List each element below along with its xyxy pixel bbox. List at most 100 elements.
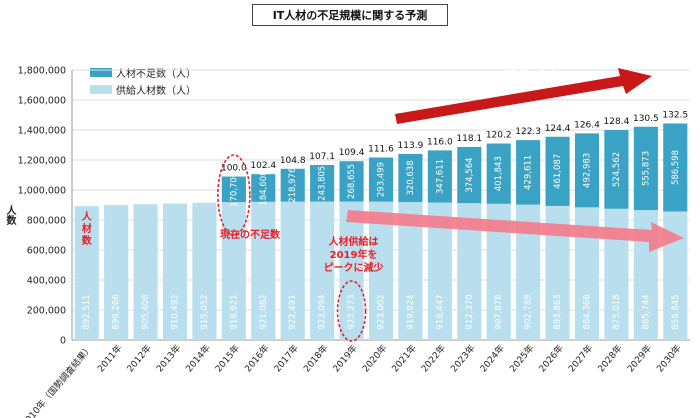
legend: 人材不足数（人） 供給人材数（人） <box>90 64 196 98</box>
annotation-supply-peak-line3: ピークに減少 <box>324 261 384 274</box>
supply-value-label: 899,266 <box>112 294 122 329</box>
bar-shortage <box>310 164 335 202</box>
index-label: 128.4 <box>604 117 630 127</box>
shortage-value-label: 243,805 <box>318 166 328 201</box>
x-tick-label: 2030年 <box>654 342 684 374</box>
index-label: 124.4 <box>545 124 571 134</box>
supply-value-label: 918,921 <box>229 294 239 329</box>
supply-value-label: 922,491 <box>288 294 298 329</box>
shortage-value-label: 293,499 <box>377 162 387 197</box>
index-label: 107.1 <box>309 152 335 162</box>
x-tick-label: 2014年 <box>183 342 213 374</box>
bar-supply <box>310 201 335 340</box>
x-tick-label: 2018年 <box>301 342 331 374</box>
y-tick-label: 1,400,000 <box>18 126 66 137</box>
supply-value-label: 856,845 <box>671 294 681 329</box>
annotation-supply-peak-line1: 人材供給は <box>329 235 379 248</box>
x-tick-label: 2019年 <box>330 342 360 374</box>
x-tick-label: 2020年 <box>360 342 390 374</box>
x-tick-label: 2011年 <box>95 342 125 374</box>
index-label: 100.0 <box>221 164 247 174</box>
legend-item-supply: 供給人材数（人） <box>90 81 196 98</box>
shortage-value-label: 401,843 <box>494 156 504 191</box>
shortage-value-label: 492,983 <box>583 153 593 188</box>
shortage-value-label: 268,655 <box>347 164 357 199</box>
x-tick-label: 2029年 <box>624 342 654 374</box>
market-growth-arrow <box>395 68 652 124</box>
bar-shortage <box>398 153 423 203</box>
x-tick-label: 2015年 <box>212 342 242 374</box>
annotation-current-shortage: 現在の不足数 <box>220 228 281 241</box>
shortage-value-label: 374,564 <box>465 157 475 192</box>
x-tick-label: 2025年 <box>507 342 537 374</box>
bar-shortage <box>339 161 364 202</box>
index-label: 120.2 <box>486 131 512 141</box>
supply-value-label: 912,370 <box>465 294 475 329</box>
bar-shortage <box>427 150 452 203</box>
bar-shortage <box>663 123 688 212</box>
bar-shortage <box>574 133 600 208</box>
supply-value-label: 923,002 <box>377 294 387 329</box>
highlight-ellipse-2019 <box>336 280 367 342</box>
index-label: 130.5 <box>633 114 659 124</box>
supply-value-label: 902,789 <box>524 294 534 329</box>
supply-value-label: 919,924 <box>406 294 416 329</box>
bar-shortage <box>545 136 570 206</box>
supply-value-label: 923,273 <box>347 294 357 329</box>
index-label: 109.4 <box>339 148 365 158</box>
legend-label-shortage: 人材不足数（人） <box>116 69 196 80</box>
supply-value-label: 892,511 <box>82 294 92 329</box>
y-tick-label: 0 <box>60 336 66 347</box>
annotation-supply-char: 材 <box>82 222 92 235</box>
y-tick-label: 400,000 <box>27 276 66 287</box>
chart-title-text: IT人材の不足規模に関する予測 <box>272 9 428 22</box>
bar-supply <box>133 204 158 340</box>
bar-shortage <box>368 157 394 202</box>
bar-supply <box>74 206 99 340</box>
x-tick-label: 2013年 <box>154 342 184 374</box>
supply-decline-arrow <box>346 210 684 252</box>
shortage-value-label: 218,976 <box>288 168 298 203</box>
bar-shortage <box>221 176 246 203</box>
annotation-supply-peak-line2: 2019年を <box>330 248 378 261</box>
highlight-ellipse-2015 <box>217 154 251 236</box>
index-label: 116.0 <box>427 137 453 147</box>
index-label: 104.8 <box>280 156 306 166</box>
index-label: 122.3 <box>515 127 541 137</box>
x-tick-label: 2022年 <box>418 342 448 374</box>
supply-value-label: 921,082 <box>259 294 269 329</box>
bar-shortage <box>280 168 305 202</box>
supply-value-label: 884,368 <box>583 294 593 329</box>
annotation-supply-char: 人 <box>82 210 93 223</box>
supply-value-label: 865,744 <box>641 294 651 329</box>
supply-value-label: 905,408 <box>141 294 151 329</box>
annotation-supply-char: 数 <box>82 234 93 247</box>
shortage-value-label: 586,598 <box>671 150 681 185</box>
bar-supply <box>104 205 129 340</box>
x-tick-label: 2023年 <box>448 342 478 374</box>
index-label: 102.4 <box>250 161 276 171</box>
bar-shortage <box>457 146 482 204</box>
index-label: 113.9 <box>398 141 424 151</box>
x-tick-label: 2021年 <box>389 342 419 374</box>
y-tick-label: 1,200,000 <box>18 156 66 167</box>
y-tick-label: 1,000,000 <box>18 186 66 197</box>
bar-supply <box>162 203 188 340</box>
y-tick-label: 600,000 <box>27 246 66 257</box>
x-tick-label: 2010年（国勢調査結果） <box>19 342 95 418</box>
shortage-value-label: 320,638 <box>406 160 416 195</box>
supply-value-label: 916,447 <box>435 294 445 329</box>
index-label: 118.1 <box>456 134 482 144</box>
supply-value-label: 923,094 <box>318 294 328 329</box>
bar-supply <box>221 202 246 340</box>
y-tick-label: 1,800,000 <box>18 66 66 77</box>
legend-label-supply: 供給人材数（人） <box>116 86 196 97</box>
supply-value-label: 893,863 <box>553 294 563 329</box>
shortage-value-label: 170,700 <box>229 172 239 207</box>
x-tick-label: 2012年 <box>124 342 154 374</box>
supply-value-label: 910,492 <box>171 294 181 329</box>
legend-item-shortage: 人材不足数（人） <box>90 64 196 81</box>
x-tick-label: 2024年 <box>477 342 507 374</box>
bar-supply <box>251 201 276 340</box>
